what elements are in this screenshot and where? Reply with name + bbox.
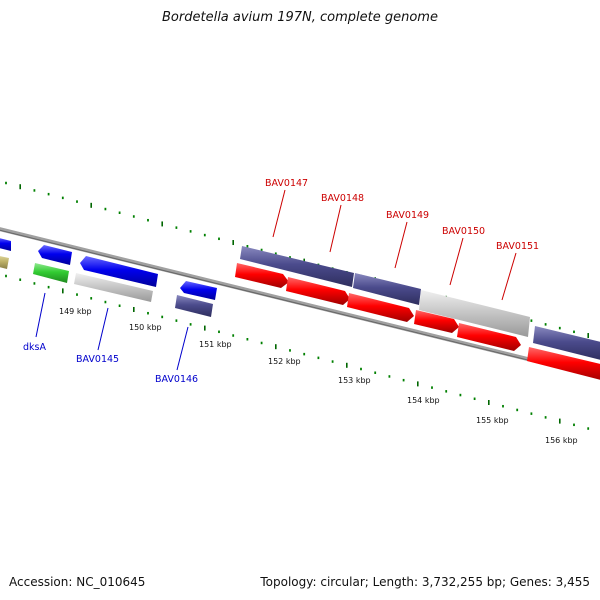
genome-summary-text: Topology: circular; Length: 3,732,255 bp… (260, 575, 590, 589)
gene-label-bav0150: BAV0150 (442, 226, 485, 237)
gene-label-bav0147: BAV0147 (265, 178, 308, 189)
accession-text: Accession: NC_010645 (9, 575, 146, 589)
gene-blue-a[interactable] (38, 245, 72, 265)
tick-label-151: 151 kbp (199, 340, 232, 349)
tick-label-152: 152 kbp (268, 357, 301, 366)
inner-tick-row (5, 274, 590, 430)
backbone-outer-line (0, 227, 600, 379)
gene-olive-left-edge[interactable] (0, 255, 9, 269)
gene-bav0149-purple[interactable] (353, 273, 421, 305)
gene-label-dksa: dksA (23, 342, 46, 353)
tick-label-156: 156 kbp (545, 436, 578, 445)
gene-red-4[interactable] (414, 310, 459, 333)
map-title: Bordetella avium 197N, complete genome (162, 10, 438, 25)
gene-bav0145-gray[interactable] (74, 273, 153, 302)
forward-strand-genes-red (235, 263, 600, 381)
reverse-strand-genes (0, 245, 217, 317)
gene-label-bav0145: BAV0145 (76, 354, 119, 365)
gene-blue-left-edge[interactable] (0, 237, 11, 251)
gene-red-6[interactable] (527, 347, 600, 381)
gene-purple-right-edge[interactable] (533, 326, 600, 361)
backbone-inner-line (0, 229, 600, 379)
gene-label-bav0148: BAV0148 (321, 193, 364, 204)
gene-label-bav0146: BAV0146 (155, 374, 198, 385)
gene-dksa-green[interactable] (33, 263, 69, 283)
gene-red-2[interactable] (286, 277, 350, 305)
gene-red-5[interactable] (457, 323, 521, 351)
forward-strand-genes (0, 237, 600, 361)
gene-red-3[interactable] (347, 293, 414, 322)
gene-label-bav0149: BAV0149 (386, 210, 429, 221)
reverse-leader-lines (35, 292, 189, 371)
gene-blue-b[interactable] (180, 281, 217, 300)
tick-label-150: 150 kbp (129, 323, 162, 332)
tick-label-154: 154 kbp (407, 396, 440, 405)
tick-label-153: 153 kbp (338, 376, 371, 385)
tick-label-149: 149 kbp (59, 307, 92, 316)
gene-label-bav0151: BAV0151 (496, 241, 539, 252)
tick-label-155: 155 kbp (476, 416, 509, 425)
gene-red-1[interactable] (235, 263, 289, 288)
gene-bav0146-purple[interactable] (175, 295, 213, 317)
gene-bav0145-blue[interactable] (80, 256, 158, 287)
gene-bav0147-purple[interactable] (240, 246, 354, 287)
gene-bav0150-gray[interactable] (419, 290, 530, 337)
forward-leader-lines (272, 189, 517, 301)
